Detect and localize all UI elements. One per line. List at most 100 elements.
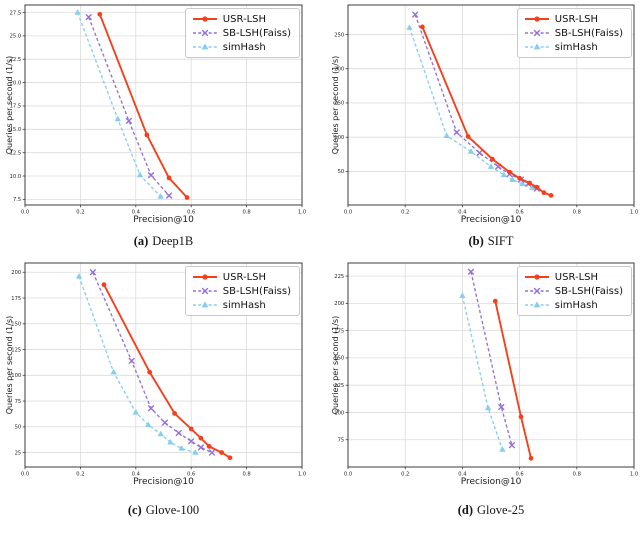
caption-c-label: (c) — [127, 503, 142, 517]
svg-text:75: 75 — [15, 399, 22, 405]
svg-text:0.4: 0.4 — [458, 471, 467, 477]
svg-text:0.0: 0.0 — [21, 209, 29, 215]
caption-c: (c) Glove-100 — [25, 503, 302, 518]
legend-item-simhash: simHash — [524, 299, 623, 311]
svg-text:0.6: 0.6 — [515, 209, 523, 215]
svg-text:0.0: 0.0 — [344, 471, 352, 477]
svg-text:0.8: 0.8 — [573, 471, 581, 477]
svg-text:0.4: 0.4 — [132, 471, 141, 477]
legend-item-sb-lsh: SB-LSH(Faiss) — [524, 27, 623, 39]
svg-text:225: 225 — [334, 274, 344, 280]
legend-label-simhash: simHash — [222, 41, 266, 53]
svg-text:0.0: 0.0 — [21, 471, 29, 477]
svg-text:150: 150 — [334, 101, 344, 107]
svg-text:10.0: 10.0 — [10, 174, 22, 180]
svg-text:125: 125 — [334, 383, 344, 389]
simhash-line-icon — [192, 43, 217, 50]
caption-b: (b) SIFT — [348, 234, 634, 249]
sb-lsh-line-icon — [524, 287, 549, 295]
sb-lsh-line-icon — [192, 287, 217, 295]
legend: USR-LSH SB-LSH(Faiss) simHash — [184, 266, 300, 316]
svg-text:12.5: 12.5 — [10, 150, 22, 156]
svg-text:50: 50 — [338, 169, 345, 175]
svg-text:0.6: 0.6 — [187, 209, 195, 215]
legend-item-usr-lsh: USR-LSH — [192, 271, 291, 283]
legend-label-sb-lsh: SB-LSH(Faiss) — [554, 285, 623, 297]
svg-text:1.0: 1.0 — [630, 209, 638, 215]
svg-text:20.0: 20.0 — [10, 80, 22, 86]
legend-label-sb-lsh: SB-LSH(Faiss) — [554, 27, 623, 39]
legend-item-sb-lsh: SB-LSH(Faiss) — [192, 27, 291, 39]
usr-lsh-line-icon — [192, 16, 217, 22]
usr-lsh-line-icon — [524, 16, 549, 22]
svg-text:50: 50 — [15, 425, 22, 431]
legend: USR-LSH SB-LSH(Faiss) simHash — [516, 266, 632, 316]
svg-text:175: 175 — [334, 328, 344, 334]
panel-glove-25: Queries per second (1/s) 0.0 0.2 0.4 0.6 0.8… — [320, 255, 640, 535]
x-axis-label: Precision@10 — [460, 215, 522, 225]
x-axis-label: Precision@10 — [133, 215, 194, 225]
legend-label-usr-lsh: USR-LSH — [554, 13, 599, 25]
legend-label-usr-lsh: USR-LSH — [222, 271, 267, 283]
svg-text:125: 125 — [11, 347, 21, 353]
legend: USR-LSH SB-LSH(Faiss) simHash — [184, 8, 300, 58]
legend-item-simhash: simHash — [524, 41, 623, 53]
caption-a-label: (a) — [133, 234, 149, 248]
svg-text:15.0: 15.0 — [10, 127, 22, 133]
svg-text:1.0: 1.0 — [298, 209, 306, 215]
caption-b-label: (b) — [468, 234, 484, 248]
usr-lsh-line-icon — [192, 274, 217, 280]
svg-text:100: 100 — [334, 410, 344, 416]
legend-item-sb-lsh: SB-LSH(Faiss) — [524, 285, 623, 297]
legend-label-usr-lsh: USR-LSH — [554, 271, 599, 283]
caption-a: (a) Deep1B — [25, 234, 302, 249]
caption-d-label: (d) — [457, 503, 474, 517]
svg-text:25.0: 25.0 — [10, 34, 22, 40]
legend-label-simhash: simHash — [554, 299, 598, 311]
panel-glove-100: Queries per second (1/s) 0.0 0.2 0.4 0.6 0.8… — [0, 255, 320, 535]
svg-text:200: 200 — [334, 301, 344, 307]
legend: USR-LSH SB-LSH(Faiss) simHash — [516, 8, 632, 58]
svg-text:100: 100 — [11, 373, 21, 379]
svg-text:1.0: 1.0 — [630, 471, 638, 477]
x-axis-label: Precision@10 — [133, 477, 194, 487]
svg-text:0.2: 0.2 — [401, 209, 409, 215]
legend-label-simhash: simHash — [222, 299, 266, 311]
legend-item-simhash: simHash — [192, 299, 291, 311]
svg-text:150: 150 — [11, 322, 21, 328]
caption-d-text: Glove-25 — [477, 503, 525, 517]
panel-deep1b: Queries per second (1/s) 0.0 0.2 0.4 0.6 0.8… — [0, 0, 320, 255]
caption-c-text: Glove-100 — [145, 503, 200, 517]
usr-lsh-line-icon — [524, 274, 549, 280]
legend-item-simhash: simHash — [192, 41, 291, 53]
svg-text:1.0: 1.0 — [298, 471, 306, 477]
svg-text:27.5: 27.5 — [10, 10, 22, 16]
svg-text:25: 25 — [15, 450, 22, 456]
legend-label-sb-lsh: SB-LSH(Faiss) — [222, 27, 291, 39]
legend-label-simhash: simHash — [554, 41, 598, 53]
svg-text:22.5: 22.5 — [10, 57, 22, 63]
sb-lsh-line-icon — [192, 29, 217, 37]
legend-item-usr-lsh: USR-LSH — [192, 13, 291, 25]
panel-sift: Queries per second (1/s) 0.0 0.2 0.4 0.6 0.8… — [320, 0, 640, 255]
legend-label-sb-lsh: SB-LSH(Faiss) — [222, 285, 291, 297]
svg-text:0.4: 0.4 — [458, 209, 467, 215]
svg-text:250: 250 — [334, 32, 344, 38]
simhash-line-icon — [192, 301, 217, 308]
svg-text:0.0: 0.0 — [344, 209, 352, 215]
svg-text:0.8: 0.8 — [242, 209, 250, 215]
svg-text:200: 200 — [11, 270, 21, 276]
svg-text:17.5: 17.5 — [10, 104, 22, 110]
svg-text:0.6: 0.6 — [515, 471, 523, 477]
svg-text:0.4: 0.4 — [132, 209, 141, 215]
svg-text:0.2: 0.2 — [401, 471, 409, 477]
svg-text:200: 200 — [334, 66, 344, 72]
caption-b-text: SIFT — [487, 234, 514, 248]
svg-text:75: 75 — [338, 438, 345, 444]
legend-item-usr-lsh: USR-LSH — [524, 13, 623, 25]
svg-text:0.2: 0.2 — [76, 209, 84, 215]
simhash-line-icon — [524, 301, 549, 308]
svg-text:175: 175 — [11, 296, 21, 302]
caption-a-text: Deep1B — [152, 234, 194, 248]
